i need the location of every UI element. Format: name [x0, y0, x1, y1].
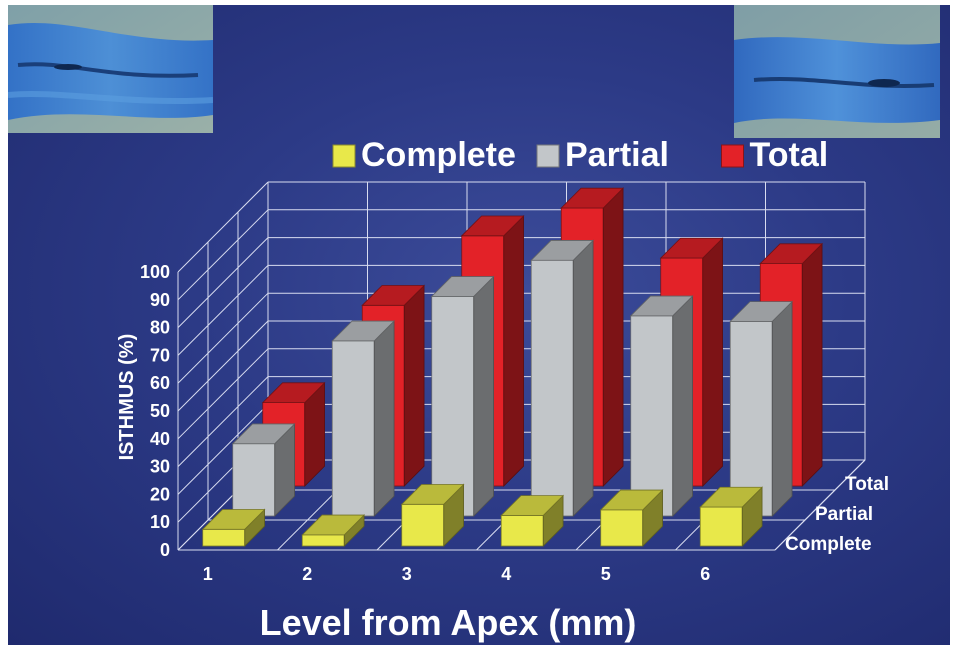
bar-front-face: [530, 259, 574, 517]
side-gridline: [177, 181, 269, 273]
bar-complete-6: [699, 486, 764, 547]
side-gridline: [177, 237, 269, 328]
bar-top-face: [699, 486, 764, 508]
bar-front-face: [401, 503, 445, 547]
x-tick-label: 2: [302, 564, 312, 584]
bar-front-face: [500, 515, 544, 547]
y-axis-title: ISTHMUS (%): [116, 334, 138, 461]
bar-front-face: [202, 528, 246, 547]
bar-partial-5: [629, 295, 694, 517]
bar-top-face: [530, 240, 595, 261]
bar-complete-4: [500, 494, 565, 547]
side-gridline: [177, 376, 269, 467]
legend-label: Partial: [565, 136, 669, 174]
bar-top-face: [460, 215, 525, 237]
x-tick-label: 5: [601, 564, 611, 584]
bar-partial-3: [430, 275, 495, 517]
bar-top-face: [500, 495, 565, 516]
bar-front-face: [729, 320, 773, 517]
bar-top-face: [659, 237, 724, 259]
depth-label-complete: Complete: [785, 534, 872, 555]
bar-side-face: [801, 242, 823, 487]
side-gridline: [177, 348, 269, 440]
isthmus-bar-chart: 0 10 20 30 40 50 60 70 80 90 100 1 2 3 4 5 6 Total Partial…: [116, 136, 889, 643]
side-gridline: [177, 209, 269, 301]
bar-partial-6: [729, 300, 794, 517]
bar-top-face: [301, 514, 366, 536]
x-tick-label: 1: [203, 564, 213, 584]
side-gridline: [177, 265, 269, 356]
bar-top-face: [400, 484, 465, 505]
bar-side-face: [702, 237, 723, 487]
micrograph-left: [8, 5, 214, 133]
x-tick-label: 4: [501, 564, 511, 584]
slide: 0 10 20 30 40 50 60 70 80 90 100 1 2 3 4 5 6 Total Partial…: [8, 5, 950, 645]
bar-side-face: [602, 187, 624, 487]
bar-complete-2: [301, 514, 366, 547]
bar-front-face: [699, 506, 743, 547]
bar-top-face: [430, 276, 495, 297]
x-tick-label: 6: [700, 564, 710, 584]
bar-top-face: [629, 295, 694, 317]
y-tick-label: 10: [150, 512, 170, 532]
legend-label: Total: [750, 136, 829, 174]
y-tick-label: 0: [160, 540, 170, 560]
y-tick-label: 50: [150, 401, 170, 421]
y-tick-label: 20: [150, 484, 170, 504]
y-tick-label: 90: [150, 290, 170, 310]
bar-front-face: [232, 443, 276, 517]
bar-front-face: [301, 534, 345, 547]
micrograph-right: [734, 5, 940, 138]
bar-front-face: [331, 340, 375, 517]
bar-side-face: [572, 239, 594, 517]
bar-complete-1: [201, 508, 266, 547]
bar-side-face: [672, 295, 693, 517]
bar-front-face: [630, 315, 674, 517]
bar-partial-2: [331, 320, 396, 517]
y-tick-label: 70: [150, 345, 170, 365]
bar-top-face: [261, 382, 326, 404]
bar-top-face: [599, 489, 664, 511]
bar-top-face: [331, 320, 396, 342]
legend-swatch: [721, 144, 744, 168]
depth-label-total: Total: [845, 474, 889, 495]
bar-top-face: [361, 285, 426, 306]
bar-side-face: [771, 300, 793, 517]
legend-entry-total: Total: [721, 136, 829, 174]
y-tick-label: 100: [140, 262, 170, 282]
legend-label: Complete: [361, 136, 516, 174]
bar-complete-5: [599, 489, 664, 547]
legend-swatch: [536, 144, 560, 168]
y-tick-label: 80: [150, 318, 170, 338]
bar-side-face: [503, 215, 524, 487]
bar-top-face: [560, 187, 625, 209]
bar-top-face: [231, 423, 296, 445]
legend-swatch: [332, 144, 356, 168]
bar-side-face: [473, 275, 494, 517]
y-tick-label: 40: [150, 429, 170, 449]
legend-entry-complete: Complete: [332, 136, 516, 174]
bar-partial-1: [231, 422, 296, 517]
depth-label-partial: Partial: [815, 504, 873, 525]
floor-edge: [774, 459, 866, 551]
y-tick-label: 30: [150, 457, 170, 477]
bar-top-face: [201, 509, 266, 530]
side-gridline: [177, 292, 269, 384]
side-gridline: [177, 404, 269, 495]
side-gridline: [177, 320, 269, 412]
bar-partial-4: [530, 239, 595, 517]
bar-front-face: [600, 509, 644, 547]
y-tick-label: 60: [150, 373, 170, 393]
bar-side-face: [403, 284, 425, 487]
legend-entry-partial: Partial: [536, 136, 669, 174]
bar-complete-3: [400, 483, 465, 547]
bar-top-face: [759, 243, 824, 265]
bar-side-face: [373, 320, 395, 517]
bar-top-face: [729, 301, 794, 322]
x-axis-title: Level from Apex (mm): [260, 602, 637, 643]
x-tick-label: 3: [402, 564, 412, 584]
bar-front-face: [431, 295, 475, 517]
